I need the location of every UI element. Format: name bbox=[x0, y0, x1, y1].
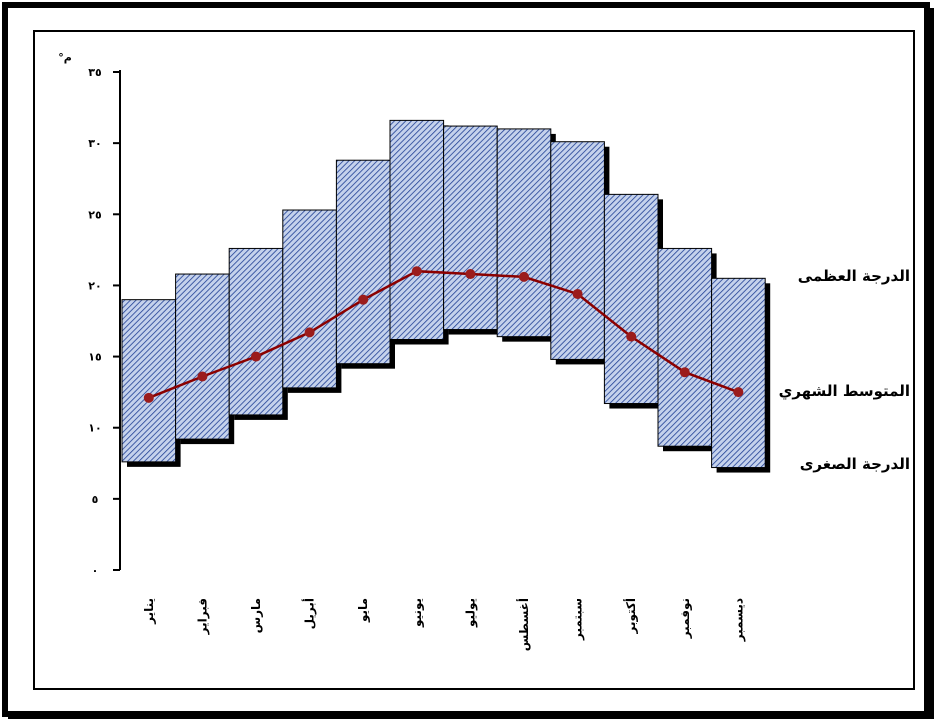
mean-marker bbox=[197, 371, 208, 382]
range-bar bbox=[228, 247, 284, 416]
month-label: أغسطس bbox=[516, 598, 531, 651]
range-bar bbox=[121, 299, 177, 463]
mean-marker bbox=[733, 387, 744, 398]
y-tick-label: ٥ bbox=[92, 493, 99, 506]
y-axis-unit: °م bbox=[58, 51, 72, 64]
legend-min-label: الدرجة الصغرى bbox=[800, 455, 910, 473]
month-label: مارس bbox=[249, 598, 263, 633]
range-bar bbox=[389, 119, 445, 340]
y-tick-label: ٢٠ bbox=[88, 279, 101, 292]
month-label: يوليو bbox=[463, 598, 478, 628]
mean-line-group bbox=[143, 266, 744, 403]
month-label: ديسمبر bbox=[731, 598, 745, 642]
y-tick-label: ٣٥ bbox=[88, 66, 102, 79]
month-label: نوفمبر bbox=[678, 598, 693, 639]
mean-marker bbox=[679, 367, 690, 378]
legend-max-label: الدرجة العظمى bbox=[798, 267, 910, 285]
legend-mean-label: المتوسط الشهري bbox=[779, 382, 910, 401]
range-bar bbox=[175, 273, 230, 440]
mean-line bbox=[148, 269, 739, 399]
mean-marker bbox=[304, 327, 315, 338]
mean-marker bbox=[411, 266, 422, 277]
mean-marker bbox=[519, 271, 529, 282]
range-bar bbox=[550, 141, 605, 360]
month-label: مايو bbox=[356, 598, 371, 623]
y-ticks: ٠ ٥ ١٠ ١٥ ٢٠ ٢٥ ٣٠ ٣٥ bbox=[88, 66, 120, 577]
chart-frame bbox=[33, 30, 915, 690]
month-label: يناير bbox=[142, 598, 156, 625]
range-bars bbox=[121, 119, 766, 469]
mean-marker bbox=[358, 294, 369, 305]
y-tick-label: ٠ bbox=[92, 564, 99, 577]
range-bar bbox=[282, 209, 337, 389]
month-labels: يناير فبراير مارس أبريل مايو يونيو يوليو أغسطس س… bbox=[142, 598, 746, 651]
range-bar bbox=[711, 277, 766, 469]
range-bar bbox=[603, 193, 659, 405]
y-tick-label: ١٠ bbox=[88, 422, 101, 435]
mean-marker bbox=[251, 351, 261, 362]
y-tick-label: ٢٥ bbox=[88, 208, 102, 221]
month-label: أكتوبر bbox=[623, 598, 639, 634]
range-bar bbox=[657, 247, 713, 447]
range-bar bbox=[496, 128, 552, 338]
y-tick-label: ٣٠ bbox=[88, 137, 101, 150]
y-tick-label: ١٥ bbox=[88, 351, 102, 364]
range-bar bbox=[443, 125, 498, 331]
month-label: أبريل bbox=[302, 598, 317, 629]
range-bar bbox=[335, 159, 391, 365]
mean-marker bbox=[465, 269, 476, 280]
month-label: سبتمبر bbox=[571, 598, 585, 641]
mean-marker bbox=[626, 331, 637, 342]
mean-marker bbox=[143, 392, 154, 403]
month-label: فبراير bbox=[195, 598, 209, 635]
month-label: يونيو bbox=[410, 598, 425, 628]
mean-marker bbox=[572, 288, 583, 299]
